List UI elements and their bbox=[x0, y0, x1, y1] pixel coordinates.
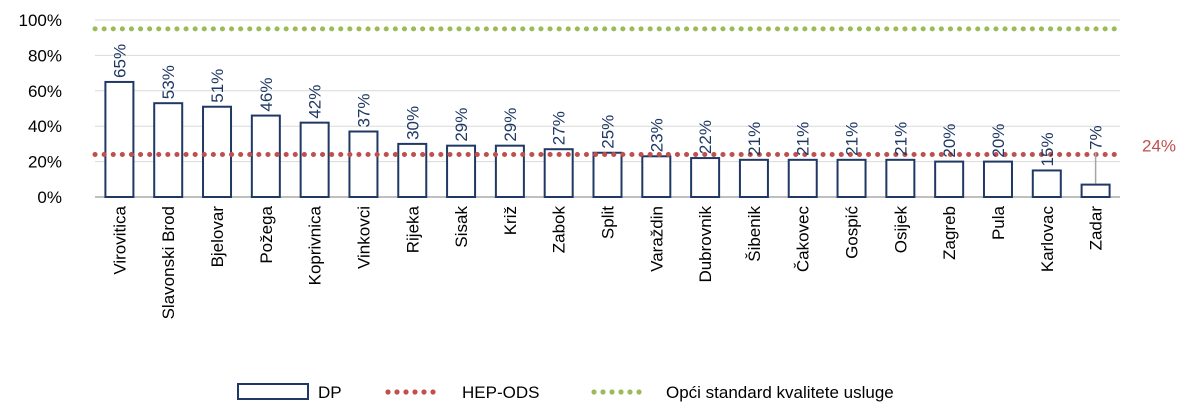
x-tick-label: Koprivnica bbox=[306, 205, 325, 285]
bar bbox=[885, 158, 916, 198]
value-label: 53% bbox=[159, 65, 178, 99]
x-tick-label: Bjelovar bbox=[208, 206, 227, 268]
value-label: 20% bbox=[940, 124, 959, 158]
bar bbox=[397, 142, 428, 198]
bar bbox=[641, 155, 672, 198]
bar bbox=[299, 121, 330, 198]
bar bbox=[592, 151, 623, 198]
legend-dot bbox=[421, 389, 427, 395]
x-tick-label: Čakovec bbox=[794, 206, 813, 273]
value-label: 30% bbox=[403, 106, 422, 140]
y-tick-label: 40% bbox=[28, 117, 62, 136]
value-label: 29% bbox=[501, 108, 520, 142]
x-tick-label: Požega bbox=[257, 205, 276, 263]
value-label: 22% bbox=[696, 120, 715, 154]
value-label: 37% bbox=[354, 93, 373, 127]
x-tick-label: Sisak bbox=[452, 206, 471, 248]
x-tick-label: Šibenik bbox=[745, 206, 764, 262]
x-tick-label: Split bbox=[599, 206, 618, 239]
bar bbox=[787, 158, 818, 198]
bar bbox=[153, 102, 184, 198]
value-label: 23% bbox=[647, 118, 666, 152]
legend-dot bbox=[385, 389, 391, 395]
bar bbox=[1080, 183, 1111, 199]
x-tick-label: Gospić bbox=[843, 206, 862, 259]
value-label: 27% bbox=[550, 111, 569, 145]
value-label: 51% bbox=[208, 69, 227, 103]
y-tick-label: 0% bbox=[37, 188, 62, 207]
x-tick-label: Dubrovnik bbox=[696, 206, 715, 283]
value-label: 46% bbox=[257, 78, 276, 112]
legend-dot bbox=[591, 389, 597, 395]
bar bbox=[690, 157, 721, 198]
hep-ods-value-label: 24% bbox=[1142, 137, 1176, 156]
bar bbox=[494, 144, 525, 198]
value-label: 21% bbox=[843, 122, 862, 156]
x-tick-label: Karlovac bbox=[1038, 206, 1057, 273]
legend-standard-label: Opći standard kvalitete usluge bbox=[666, 383, 894, 402]
x-tick-label: Slavonski Brod bbox=[159, 206, 178, 319]
legend-dot bbox=[412, 389, 418, 395]
value-label: 29% bbox=[452, 108, 471, 142]
legend-dot bbox=[627, 389, 633, 395]
value-label: 42% bbox=[306, 85, 325, 119]
bar bbox=[738, 158, 769, 198]
bar bbox=[543, 148, 574, 199]
value-label: 21% bbox=[891, 122, 910, 156]
bar bbox=[250, 114, 281, 198]
value-labels: 65% 53% 51% 46% 42% 37% 30% 29% 29% 27% 25% 23% 22% 2… bbox=[110, 44, 1106, 184]
bar bbox=[836, 158, 867, 198]
legend-hep-ods-swatch bbox=[385, 389, 436, 395]
reference-lines bbox=[92, 26, 1119, 158]
value-label: 25% bbox=[599, 115, 618, 149]
legend-dot bbox=[636, 389, 642, 395]
x-tick-label: Virovitica bbox=[110, 205, 129, 274]
bar bbox=[348, 130, 379, 198]
bar bbox=[934, 160, 965, 199]
x-tick-label: Pula bbox=[989, 205, 1008, 240]
bar bbox=[104, 80, 135, 198]
legend-dp-swatch bbox=[237, 383, 309, 400]
legend-standard-swatch bbox=[591, 389, 642, 395]
y-tick-label: 20% bbox=[28, 153, 62, 172]
x-tick-label: Rijeka bbox=[403, 205, 422, 253]
y-tick-label: 60% bbox=[28, 82, 62, 101]
value-label: 21% bbox=[745, 122, 764, 156]
x-tick-label: Zadar bbox=[1087, 206, 1106, 251]
x-tick-label: Križ bbox=[501, 206, 520, 235]
legend-dp-label: DP bbox=[318, 383, 342, 402]
bar bbox=[202, 105, 233, 198]
legend-hep-ods-label: HEP-ODS bbox=[462, 383, 539, 402]
value-label: 20% bbox=[989, 124, 1008, 158]
bars bbox=[104, 80, 1111, 199]
y-tick-label: 80% bbox=[28, 46, 62, 65]
x-tick-label: Varaždin bbox=[647, 206, 666, 272]
x-tick-label: Vinkovci bbox=[354, 206, 373, 269]
x-tick-label: Zabok bbox=[550, 206, 569, 254]
bar bbox=[1031, 169, 1062, 198]
legend-dot bbox=[618, 389, 624, 395]
value-label: 21% bbox=[794, 122, 813, 156]
value-label: 7% bbox=[1087, 125, 1106, 150]
legend-dot bbox=[430, 389, 436, 395]
bar bbox=[982, 160, 1013, 199]
legend-dot bbox=[394, 389, 400, 395]
y-tick-label: 100% bbox=[19, 11, 62, 30]
legend-dot bbox=[600, 389, 606, 395]
legend-dot bbox=[609, 389, 615, 395]
legend-dot bbox=[403, 389, 409, 395]
legend: DP HEP-ODS Opći standard kvalitete uslug… bbox=[237, 383, 894, 402]
y-axis-tick-labels: 0% 20% 40% 60% 80% 100% bbox=[19, 11, 62, 207]
x-axis-tick-labels: Virovitica Slavonski Brod Bjelovar Požega Ko… bbox=[110, 205, 1105, 319]
x-tick-label: Zagreb bbox=[940, 206, 959, 260]
value-label: 65% bbox=[110, 44, 129, 78]
value-label: 15% bbox=[1038, 132, 1057, 166]
x-tick-label: Osijek bbox=[891, 206, 910, 254]
